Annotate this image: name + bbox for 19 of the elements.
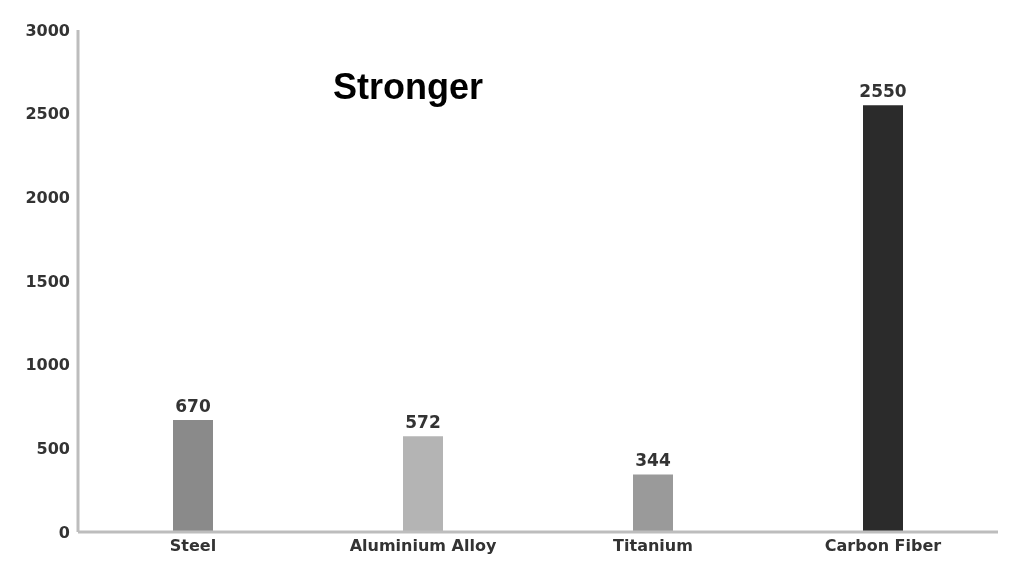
bar [173, 419, 213, 532]
y-tick-label: 1000 [25, 355, 70, 375]
x-tick-label: Aluminium Alloy [349, 536, 497, 556]
data-label: 670 [175, 395, 211, 416]
x-tick-label: Titanium [613, 536, 693, 556]
x-tick-label: Carbon Fiber [824, 536, 942, 556]
y-tick-label: 1500 [25, 271, 70, 291]
text: Stronger [333, 66, 484, 108]
y-tick-label: 500 [36, 439, 70, 459]
bar [633, 474, 673, 532]
y-tick-label: 0 [58, 522, 70, 542]
data-label: 572 [405, 412, 441, 433]
y-tick-label: 3000 [25, 20, 70, 40]
data-label: 2550 [859, 81, 907, 102]
bar [863, 105, 903, 532]
data-label: 344 [635, 450, 671, 471]
x-tick-label: Steel [169, 536, 217, 556]
y-tick-label: 2000 [25, 188, 70, 208]
y-tick-label: 2500 [25, 104, 70, 124]
